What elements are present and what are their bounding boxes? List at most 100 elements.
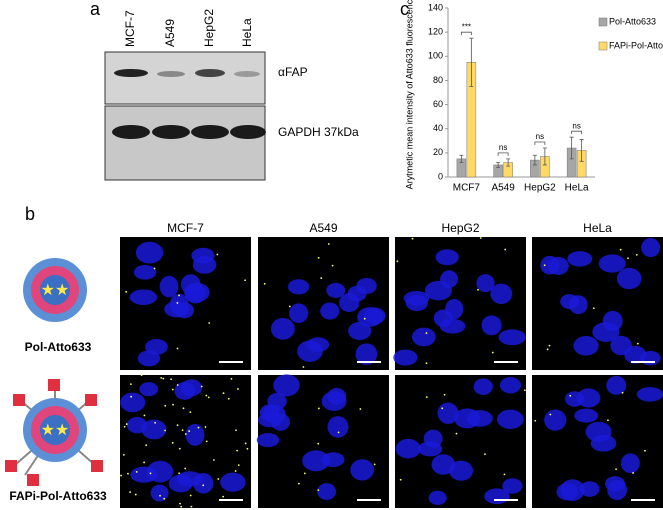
nucleus <box>326 282 346 298</box>
nucleus <box>502 478 523 494</box>
signal <box>172 403 174 406</box>
signal <box>162 377 165 380</box>
signal <box>298 482 300 485</box>
nucleus <box>585 421 612 442</box>
signal <box>222 392 225 395</box>
nucleus <box>270 413 291 431</box>
nucleus <box>141 419 167 440</box>
signal <box>181 429 184 432</box>
nucleus <box>184 282 210 303</box>
nucleus <box>560 294 579 310</box>
band-label: GAPDH 37kDa <box>278 125 359 139</box>
nucleus <box>428 490 447 505</box>
signal <box>234 470 237 472</box>
blot-panel <box>104 51 266 105</box>
signal <box>176 424 179 427</box>
nucleus <box>607 479 628 501</box>
signal <box>189 411 192 414</box>
band <box>114 69 148 77</box>
signal <box>592 307 595 310</box>
nucleus <box>573 335 599 356</box>
signal <box>184 433 187 435</box>
nucleus <box>306 337 330 352</box>
signal <box>327 243 330 245</box>
nucleus <box>496 409 524 429</box>
signal <box>179 502 181 505</box>
signal <box>491 351 494 354</box>
nucleus <box>481 315 502 336</box>
nucleus <box>498 329 526 346</box>
nucleus <box>350 459 375 481</box>
nucleus <box>133 264 157 280</box>
signal <box>546 348 549 351</box>
signal <box>363 317 366 320</box>
y-tick-label: 20 <box>433 147 443 157</box>
signal <box>607 419 609 422</box>
signal <box>176 347 179 350</box>
signal <box>208 322 211 324</box>
signal <box>217 478 220 480</box>
signal <box>200 385 203 388</box>
signal <box>125 290 128 293</box>
significance-bracket <box>460 31 472 36</box>
nucleus <box>289 303 309 323</box>
nucleus <box>270 317 295 340</box>
nucleus <box>598 254 626 273</box>
signal <box>359 408 362 410</box>
band <box>191 125 229 139</box>
signal <box>425 362 428 365</box>
signal <box>178 294 180 297</box>
signal <box>632 472 635 474</box>
lane-label: HepG2 <box>202 9 216 47</box>
error-bar <box>532 154 537 166</box>
nucleus <box>395 438 421 459</box>
signal <box>227 397 230 400</box>
signal <box>160 376 163 379</box>
signal <box>317 442 320 445</box>
y-tick-label: 100 <box>428 51 443 61</box>
signal <box>320 277 323 279</box>
nucleus <box>220 472 246 492</box>
signal <box>176 384 179 386</box>
signal <box>627 257 629 260</box>
signal <box>222 495 225 498</box>
signal <box>337 431 340 434</box>
signal <box>143 461 145 464</box>
significance-label: ns <box>536 132 544 141</box>
nucleus <box>321 391 347 412</box>
signal <box>143 414 146 417</box>
nucleus <box>423 429 443 448</box>
signal <box>399 478 402 481</box>
signal <box>134 493 137 496</box>
nucleus <box>174 381 196 400</box>
signal <box>164 429 166 432</box>
signal <box>237 388 239 390</box>
nucleus <box>120 392 146 413</box>
signal <box>171 388 174 391</box>
nucleus <box>150 484 169 502</box>
signal <box>123 425 126 428</box>
nucleus <box>424 280 452 301</box>
column-header: MCF-7 <box>167 221 204 235</box>
signal <box>202 484 205 487</box>
nucleus <box>129 289 158 305</box>
signal <box>636 342 639 345</box>
signal <box>171 441 174 444</box>
error-bar <box>459 154 464 163</box>
nucleus <box>348 321 372 341</box>
signal <box>145 444 148 447</box>
signal <box>317 489 320 492</box>
signal <box>246 447 249 450</box>
lane-label: MCF-7 <box>123 10 137 47</box>
nucleus <box>364 307 386 325</box>
nucleus <box>393 349 418 366</box>
signal <box>317 256 320 259</box>
signal <box>207 396 210 399</box>
signal <box>188 430 191 432</box>
signal <box>484 453 486 456</box>
error-bar <box>569 136 574 160</box>
y-tick-label: 40 <box>433 123 443 133</box>
signal <box>477 288 479 291</box>
signal <box>244 279 247 282</box>
nucleus <box>288 279 310 295</box>
